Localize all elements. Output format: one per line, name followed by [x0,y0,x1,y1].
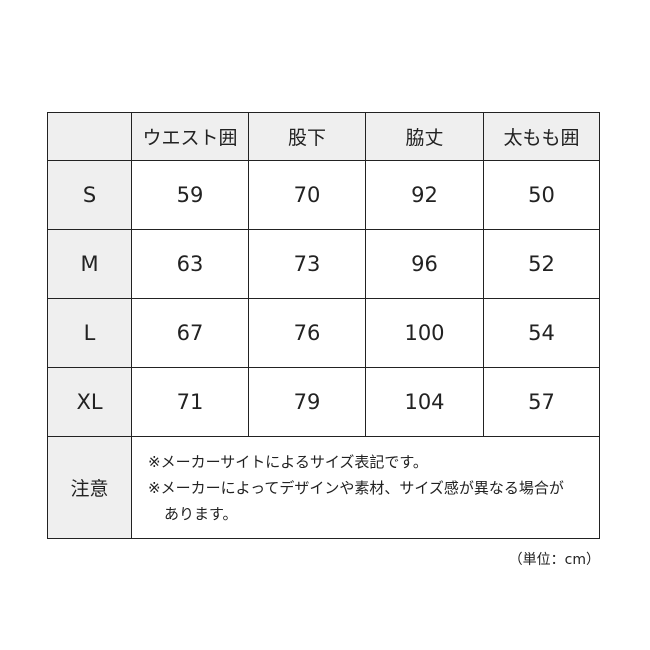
table-row: XL 71 79 104 57 [47,367,600,437]
size-label: XL [47,367,132,437]
note-line: ※メーカーサイトによるサイズ表記です。 [148,452,428,471]
cell: 63 [131,229,249,299]
cell: 52 [483,229,600,299]
header-side-length: 脇丈 [365,112,484,161]
cell: 54 [483,298,600,368]
size-label: L [47,298,132,368]
header-waist: ウエスト囲 [131,112,249,161]
notes-cell: ※メーカーサイトによるサイズ表記です。 ※メーカーによってデザインや素材、サイズ… [131,436,600,539]
cell: 59 [131,160,249,230]
unit-label: （単位：cm） [508,552,600,568]
header-row: ウエスト囲 股下 脇丈 太もも囲 [47,112,600,161]
notes-row: 注意 ※メーカーサイトによるサイズ表記です。 ※メーカーによってデザインや素材、… [47,436,600,539]
size-label: M [47,229,132,299]
header-thigh: 太もも囲 [483,112,600,161]
notes-label: 注意 [47,436,132,539]
cell: 96 [365,229,484,299]
cell: 73 [248,229,366,299]
cell: 79 [248,367,366,437]
cell: 92 [365,160,484,230]
table-row: M 63 73 96 52 [47,229,600,299]
cell: 76 [248,298,366,368]
note-line: あります。 [164,504,238,523]
cell: 67 [131,298,249,368]
table-row: S 59 70 92 50 [47,160,600,230]
cell: 50 [483,160,600,230]
cell: 70 [248,160,366,230]
note-line: ※メーカーによってデザインや素材、サイズ感が異なる場合が [148,478,564,497]
cell: 71 [131,367,249,437]
header-inseam: 股下 [248,112,366,161]
table-row: L 67 76 100 54 [47,298,600,368]
header-corner [47,112,132,161]
size-chart-table: ウエスト囲 股下 脇丈 太もも囲 S 59 70 92 50 M 63 73 9… [47,112,600,539]
size-label: S [47,160,132,230]
cell: 104 [365,367,484,437]
cell: 100 [365,298,484,368]
cell: 57 [483,367,600,437]
